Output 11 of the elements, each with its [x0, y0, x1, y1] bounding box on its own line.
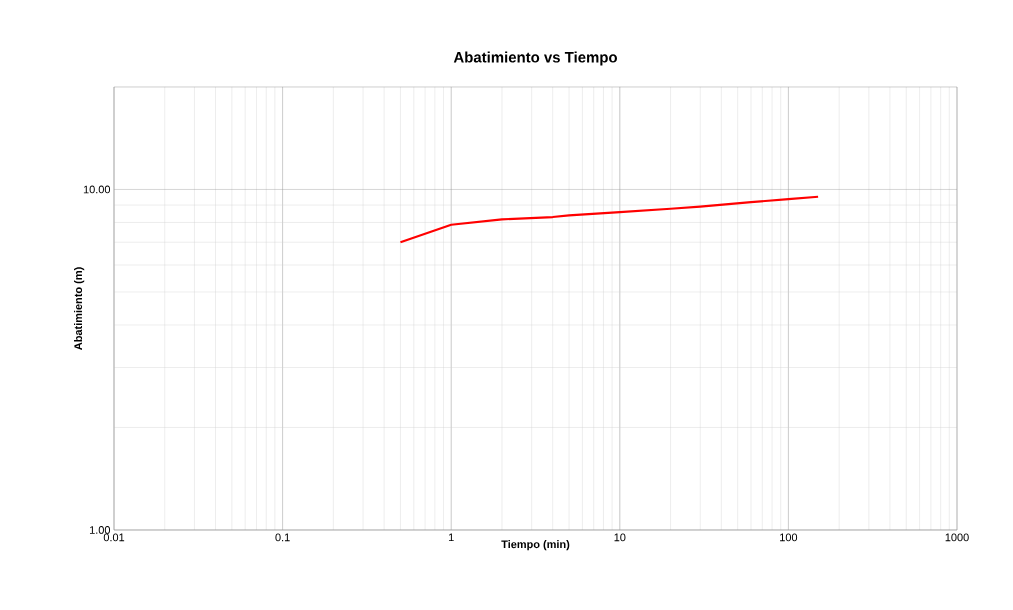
x-axis-title: Tiempo (min) [501, 540, 570, 551]
x-tick-label: 100 [780, 533, 798, 542]
x-tick-label: 0.01 [103, 533, 125, 542]
x-tick-label: 0.1 [275, 533, 290, 542]
y-axis-title: Abatimiento (m) [74, 267, 85, 350]
y-tick-label: 1.00 [89, 526, 111, 534]
x-tick-label: 10 [614, 533, 626, 542]
x-tick-label: 1 [448, 533, 454, 542]
chart-title: Abatimiento vs Tiempo [453, 51, 617, 66]
x-tick-label: 1000 [945, 533, 969, 542]
y-tick-label: 10.00 [83, 185, 111, 194]
